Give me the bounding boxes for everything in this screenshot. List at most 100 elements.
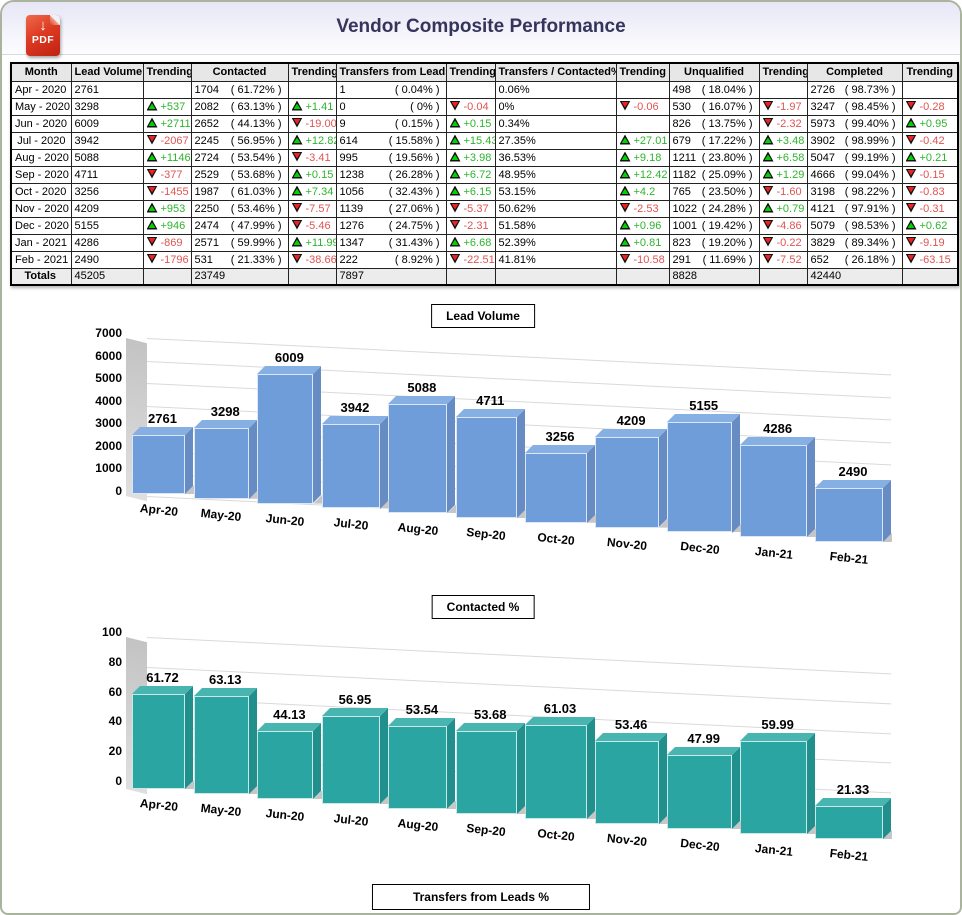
trend-up-icon (449, 168, 461, 179)
bar-side-face (185, 426, 193, 494)
trend-value: +946 (160, 219, 186, 232)
trend-value: -0.28 (919, 100, 945, 113)
trend-down-icon (905, 253, 917, 264)
table-row: Apr - 2020 2761 1704( 61.72% ) 1( 0.04% ) 0.… (10, 80, 959, 99)
trend-value: -7.52 (776, 253, 802, 266)
bar-floor-shadow (447, 800, 457, 809)
cell-transfers_trend: +0.15 (445, 114, 496, 133)
bar-Sep-20 (456, 731, 517, 814)
trend-down-icon (146, 236, 158, 247)
bar-value-label: 21.33 (836, 782, 870, 798)
trend-up-icon (619, 219, 631, 230)
bar-floor-shadow (883, 533, 892, 542)
bar-side-face (587, 444, 595, 523)
total-completed_trend (901, 267, 959, 286)
cell-month: Jun - 2020 (10, 114, 72, 133)
trend-up-icon (291, 134, 303, 145)
cell-contacted_trend: -7.57 (287, 199, 337, 218)
cell-lead_volume_trend (142, 80, 192, 99)
col-header-transfers_contacted: Transfers / Contacted% (494, 62, 617, 82)
bar-Nov-20 (595, 741, 659, 824)
cell-transfers_trend: -2.31 (445, 216, 496, 235)
bar-top-face (815, 798, 891, 807)
trend-value: +27.01 (633, 134, 668, 147)
y-axis-tick: 4000 (95, 393, 122, 408)
bar-floor-shadow (447, 504, 457, 514)
col-header-contacted_trend: Trending (287, 62, 337, 82)
cell-completed: 4121( 97.91% ) (806, 199, 903, 218)
cell-transfers: 1238( 26.28% ) (335, 165, 447, 184)
trend-up-icon (762, 151, 774, 162)
cell-lead_volume: 2761 (70, 80, 144, 99)
bar-value-label: 53.54 (405, 702, 439, 718)
bar-side-face (447, 395, 456, 514)
bar-May-20 (194, 696, 249, 794)
cell-completed_trend: -63.15 (901, 250, 959, 269)
cell-unqualified_trend: -4.86 (758, 216, 808, 235)
bar-side-face (379, 415, 388, 509)
trend-up-icon (762, 202, 774, 213)
col-header-transfers: Transfers from Leads (335, 62, 447, 82)
cell-transfers_contacted_trend (615, 80, 670, 99)
cell-lead_volume_trend: -869 (142, 233, 192, 252)
trend-up-icon (619, 185, 631, 196)
trend-value: -0.42 (919, 134, 945, 147)
trend-value: +6.72 (463, 168, 492, 181)
bar-value-label: 4209 (616, 413, 646, 429)
cell-unqualified_trend: +6.58 (758, 148, 808, 167)
pdf-download-button[interactable]: ↓ PDF (26, 15, 60, 56)
transfers-from-leads-chart-title: Transfers from Leads % (371, 884, 591, 910)
cell-completed: 2726( 98.73% ) (806, 80, 903, 99)
trend-value: -2.31 (463, 219, 489, 232)
trend-value: -1.97 (776, 100, 802, 113)
x-axis-label: Apr-20 (138, 501, 179, 519)
trend-value: -2067 (160, 134, 189, 147)
cell-contacted_trend (287, 80, 337, 99)
cell-transfers: 222( 8.92% ) (335, 250, 447, 269)
bar-top-face (740, 437, 815, 446)
trend-value: -0.22 (776, 236, 802, 249)
bar-Oct-20 (525, 724, 587, 819)
trend-value: +6.15 (463, 185, 492, 198)
total-completed: 42440 (806, 267, 903, 286)
cell-month: Sep - 2020 (10, 165, 72, 184)
table-row: Aug - 2020 5088 +1146 2724( 53.54% ) -3.41 99… (10, 148, 959, 167)
cell-contacted_trend: -19.00 (287, 114, 337, 133)
cell-lead_volume_trend: -377 (142, 165, 192, 184)
bar-side-face (379, 707, 388, 804)
trend-up-icon (291, 185, 303, 196)
y-axis-tick: 2000 (95, 438, 122, 453)
cell-transfers_contacted_trend: +0.81 (615, 233, 670, 252)
cell-lead_volume: 4711 (70, 165, 144, 184)
cell-completed: 5079( 98.53% ) (806, 216, 903, 235)
cell-transfers_trend: -5.37 (445, 199, 496, 218)
cell-transfers_contacted: 0% (494, 97, 617, 116)
cell-lead_volume: 4286 (70, 233, 144, 252)
cell-unqualified_trend: -2.32 (758, 114, 808, 133)
pdf-label: PDF (31, 34, 55, 46)
cell-contacted_trend: +11.99 (287, 233, 337, 252)
cell-month: Apr - 2020 (10, 80, 72, 99)
y-axis-tick: 3000 (95, 416, 122, 430)
cell-transfers_contacted: 0.06% (494, 80, 617, 99)
cell-completed: 3902( 98.99% ) (806, 131, 903, 150)
cell-month: Feb - 2021 (10, 250, 72, 269)
cell-month: Oct - 2020 (10, 182, 72, 201)
trend-up-icon (619, 236, 631, 247)
cell-contacted_trend: +0.15 (287, 165, 337, 184)
bar-Feb-21 (815, 806, 883, 839)
trend-value: +953 (160, 202, 186, 215)
cell-contacted: 2245( 56.95% ) (190, 131, 289, 150)
cell-lead_volume: 3942 (70, 131, 144, 150)
cell-contacted: 2724( 53.54% ) (190, 148, 289, 167)
y-axis-tick: 7000 (95, 326, 122, 340)
y-axis-tick: 0 (115, 774, 122, 788)
cell-month: Dec - 2020 (10, 216, 72, 235)
bar-value-label: 63.13 (208, 672, 242, 688)
cell-completed: 652( 26.18% ) (806, 250, 903, 269)
total-lead_volume: 45205 (70, 267, 144, 286)
cell-unqualified: 498( 18.04% ) (668, 80, 760, 99)
bar-Feb-21 (815, 488, 883, 542)
cell-completed_trend: +0.62 (901, 216, 959, 235)
